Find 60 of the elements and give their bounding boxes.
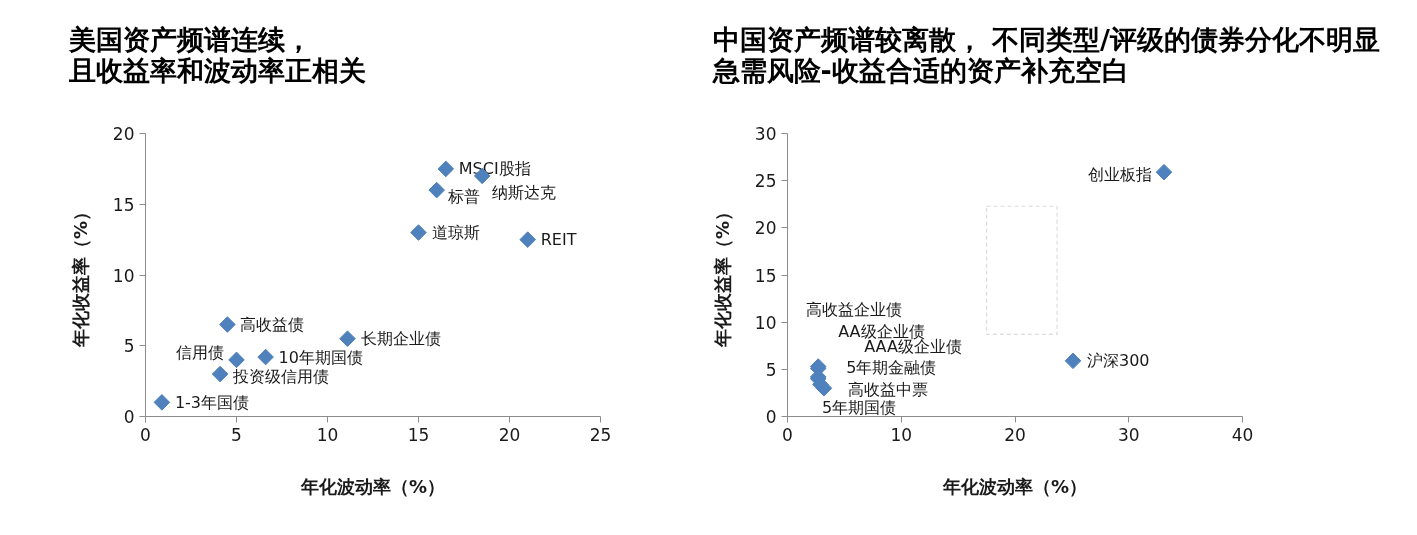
x-tick-label: 25	[589, 424, 612, 445]
point	[428, 181, 445, 199]
series-label: 信用债	[175, 343, 224, 363]
text: 高收益企业债	[806, 300, 903, 319]
chart-title: 中国资产频谱较离散， 不同类型/评级的债券分化不明显	[712, 23, 1380, 55]
chart-subtitle: 急需风险-收益合适的资产补充空白	[711, 54, 1129, 86]
point	[153, 394, 171, 411]
y-tick-label: 5	[765, 359, 777, 380]
series-label: 道琼斯	[431, 223, 480, 243]
series-label: 纳斯达克	[492, 183, 557, 203]
x-tick-label: 20	[498, 424, 521, 445]
point	[1064, 352, 1082, 370]
point	[815, 379, 833, 397]
y-tick-label: 20	[754, 218, 777, 239]
x-tick-label: 10	[890, 424, 913, 445]
y-tick-label: 10	[754, 312, 777, 333]
x-tick-label: 20	[1004, 424, 1026, 445]
x-tick-label: 30	[1117, 424, 1140, 445]
point	[257, 348, 274, 366]
y-axis-title: 年化收益率（%）	[711, 202, 733, 349]
point	[1155, 163, 1173, 181]
y-tick-label: 0	[123, 407, 135, 427]
series-label: 标普	[446, 186, 480, 206]
y-tick-label: 25	[754, 171, 777, 192]
series-label: 长期企业债	[360, 329, 441, 349]
point	[519, 231, 536, 248]
series-label: 10年期国债	[278, 347, 363, 367]
series-label: 投资级信用债	[232, 366, 330, 386]
point	[410, 224, 427, 241]
x-tick-label: 5	[231, 424, 242, 445]
series-label: 5年期国债	[821, 397, 897, 417]
x-tick-label: 40	[1231, 424, 1254, 445]
y-tick-label: 30	[754, 124, 777, 144]
series-label: 沪深300	[1087, 351, 1150, 371]
point	[339, 330, 356, 347]
x-tick-label: 0	[782, 424, 793, 445]
chart-subtitle: 且收益率和波动率正相关	[67, 54, 366, 86]
y-tick-label: 10	[112, 265, 135, 286]
x-tick-label: 15	[407, 424, 430, 445]
point	[228, 351, 245, 369]
y-tick-label: 5	[123, 336, 135, 357]
chart-title: 美国资产频谱连续，	[67, 23, 312, 55]
y-tick-label: 0	[765, 407, 777, 427]
point	[219, 316, 236, 333]
point	[211, 365, 229, 383]
series-label: REIT	[540, 230, 577, 250]
series-label: 高收益债	[240, 315, 305, 335]
series-label: 5年期金融债	[846, 358, 937, 378]
x-axis-title: 年化波动率（%）	[941, 475, 1088, 497]
x-tick-label: 0	[140, 424, 151, 445]
x-tick-label: 10	[316, 424, 339, 445]
y-tick-label: 15	[112, 194, 135, 215]
series-label: 1-3年国债	[174, 392, 250, 412]
series-label: 高收益中票	[848, 379, 929, 399]
y-tick-label: 20	[112, 124, 135, 144]
y-axis-title: 年化收益率（%）	[69, 202, 91, 349]
y-tick-label: 15	[754, 265, 777, 286]
x-axis-title: 年化波动率（%）	[299, 475, 446, 497]
point	[437, 160, 455, 178]
series-label: 创业板指	[1088, 164, 1153, 184]
